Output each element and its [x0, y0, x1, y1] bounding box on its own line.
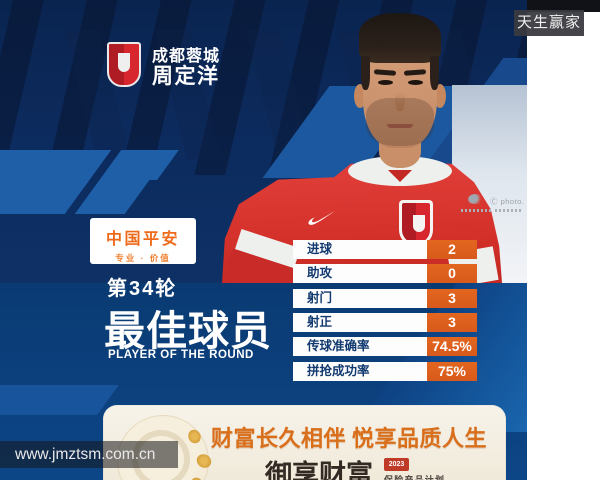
top-right-dark-bar	[527, 0, 600, 12]
stat-label: 射门	[307, 290, 333, 305]
stat-value-box: 3	[427, 288, 477, 308]
sponsor-card: 中国平安 专业 · 价值	[90, 218, 196, 264]
sponsor-brand: 中国平安	[105, 231, 180, 248]
club-badge-icon	[107, 42, 141, 87]
stat-label-box: 进球	[293, 240, 427, 259]
club-crest-cup-icon	[413, 215, 425, 232]
photo-agency-logo-icon	[468, 194, 483, 204]
stat-label: 传球准确率	[307, 339, 370, 354]
player-photo	[222, 13, 502, 283]
stat-value: 74.5%	[432, 338, 472, 355]
player-ear	[434, 84, 446, 108]
page-subtitle: PLAYER OF THE ROUND	[108, 349, 254, 361]
player-hair	[359, 13, 441, 63]
player-eye	[408, 80, 423, 85]
stat-value: 3	[448, 313, 456, 330]
stat-label-box: 助攻	[293, 264, 427, 284]
gold-petal-icon	[195, 452, 213, 470]
player-mouth	[387, 124, 413, 128]
photo-credit-text: Ⓒ photo.	[490, 197, 525, 206]
player-sideburn	[430, 56, 439, 90]
stat-label: 进球	[307, 242, 333, 256]
player-of-round-poster: Ⓒ photo. 成都蓉城 周定洋 中国平安 专业 · 价值 第34轮 最佳球员…	[0, 0, 527, 480]
site-badge: 天生赢家	[514, 10, 584, 36]
club-crest-on-jersey	[399, 200, 433, 246]
ad-seal-badge: 2023	[384, 458, 409, 471]
stat-value: 3	[448, 289, 456, 306]
player-eye	[378, 80, 393, 85]
photo-agency-small-text	[495, 209, 523, 212]
ad-product-desc: 保险产品计划	[384, 475, 446, 480]
nike-swoosh-icon	[308, 211, 335, 225]
player-stubble	[366, 98, 434, 146]
stat-value: 0	[448, 265, 456, 282]
stat-value-box: 74.5%	[427, 337, 477, 357]
stat-value-box: 3	[427, 312, 477, 332]
player-nose	[395, 84, 405, 111]
player-sideburn	[361, 56, 370, 90]
club-crest-shield	[402, 203, 430, 243]
stat-label-box: 射正	[293, 312, 427, 332]
club-name: 成都蓉城	[152, 48, 221, 65]
stat-label: 助攻	[307, 266, 333, 281]
site-watermark: www.jmztsm.com.cn	[0, 441, 178, 468]
stat-value-box: 0	[427, 264, 477, 284]
page-title: 最佳球员	[104, 308, 272, 354]
stat-value: 75%	[437, 362, 467, 379]
stat-label: 射正	[307, 314, 333, 329]
photo-agency-small-text	[461, 209, 492, 212]
player-name: 周定洋	[152, 65, 220, 88]
sponsor-tagline: 专业 · 价值	[115, 253, 171, 263]
club-badge-cup-icon	[118, 53, 130, 72]
stat-label-box: 拼抢成功率	[293, 361, 427, 381]
stat-label-box: 传球准确率	[293, 337, 427, 357]
stat-value: 2	[448, 241, 456, 257]
gold-petal-icon	[186, 428, 203, 445]
ad-headline: 财富长久相伴 悦享品质人生	[211, 426, 488, 451]
stat-value-box: 2	[427, 240, 477, 259]
stat-value-box: 75%	[427, 361, 477, 381]
ad-product-name: 御享财富	[265, 460, 373, 480]
round-label: 第34轮	[107, 278, 178, 300]
stat-label: 拼抢成功率	[307, 363, 370, 378]
stat-label-box: 射门	[293, 288, 427, 308]
gold-petal-icon	[187, 475, 206, 480]
